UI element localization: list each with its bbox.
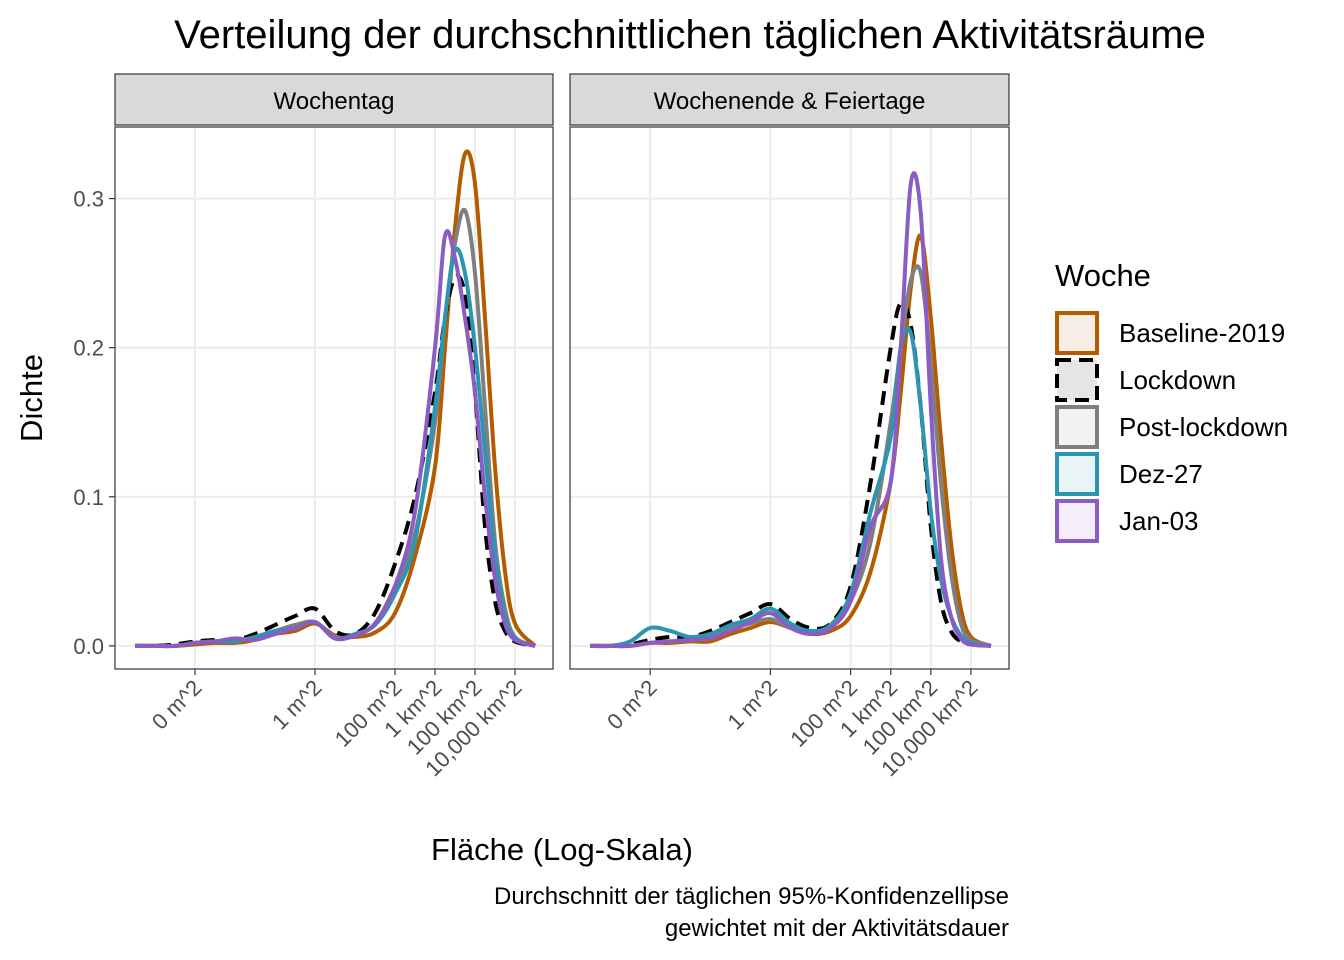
density-line [134,229,536,649]
legend-key-fill [1057,407,1097,447]
y-tick-label: 0.3 [73,187,104,212]
density-line [590,171,992,649]
plot-area [134,149,537,649]
x-tick-label: 0 m^2 [602,675,662,735]
legend-label: Baseline-2019 [1119,318,1285,348]
panel-background [115,127,553,669]
y-tick-label: 0.1 [73,485,104,510]
legend-title: Woche [1055,258,1151,293]
legend-key-fill [1057,501,1097,541]
legend-key-fill [1057,360,1097,400]
y-tick-label: 0.2 [73,336,104,361]
facet-label: Wochenende & Feiertage [654,88,926,115]
legend-key-fill [1057,454,1097,494]
x-tick-label: 0 m^2 [147,675,207,735]
x-tick-label: 1 m^2 [722,675,782,735]
density-line [590,326,992,649]
legend-key [1055,311,1099,355]
legend-label: Lockdown [1119,365,1236,395]
legend-key [1055,405,1099,449]
density-line [134,274,536,648]
facet-label: Wochentag [274,88,395,115]
caption: gewichtet mit der Aktivitätsdauer [665,915,1009,942]
x-tick-label: 1 m^2 [267,675,327,735]
legend-key [1055,499,1099,543]
legend-label: Jan-03 [1119,506,1199,536]
y-tick-label: 0.0 [73,634,104,659]
facet-strip [114,73,554,126]
legend-label: Dez-27 [1119,459,1203,489]
x-axis-label: Fläche (Log-Skala) [431,832,693,867]
panel-border [114,126,554,670]
legend-label: Post-lockdown [1119,412,1288,442]
caption: Durchschnitt der täglichen 95%-Konfidenz… [494,883,1009,910]
facet-strip [569,73,1010,126]
chart-title: Verteilung der durchschnittlichen täglic… [174,13,1206,57]
plot-area [590,171,992,649]
density-line [590,300,992,648]
panel-border [569,126,1010,670]
legend-key [1055,452,1099,496]
y-axis-label: Dichte [14,354,49,442]
legend-key-fill [1057,313,1097,353]
legend-key [1055,358,1099,402]
